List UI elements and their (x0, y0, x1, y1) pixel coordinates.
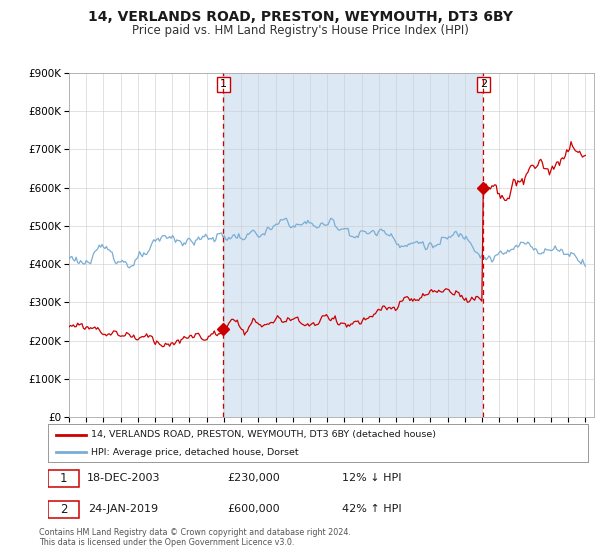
Text: £230,000: £230,000 (227, 473, 280, 483)
Text: This data is licensed under the Open Government Licence v3.0.: This data is licensed under the Open Gov… (39, 538, 295, 547)
Text: 14, VERLANDS ROAD, PRESTON, WEYMOUTH, DT3 6BY (detached house): 14, VERLANDS ROAD, PRESTON, WEYMOUTH, DT… (91, 430, 436, 439)
Text: 1: 1 (220, 80, 227, 89)
Text: 42% ↑ HPI: 42% ↑ HPI (342, 505, 402, 515)
Text: 12% ↓ HPI: 12% ↓ HPI (342, 473, 402, 483)
FancyBboxPatch shape (48, 470, 79, 487)
Text: HPI: Average price, detached house, Dorset: HPI: Average price, detached house, Dors… (91, 448, 299, 457)
Bar (223, 73, 484, 417)
Text: 1: 1 (60, 472, 67, 485)
Text: Price paid vs. HM Land Registry's House Price Index (HPI): Price paid vs. HM Land Registry's House … (131, 24, 469, 36)
FancyBboxPatch shape (48, 501, 79, 518)
Text: 24-JAN-2019: 24-JAN-2019 (89, 505, 158, 515)
Text: 2: 2 (480, 80, 487, 89)
Text: 14, VERLANDS ROAD, PRESTON, WEYMOUTH, DT3 6BY: 14, VERLANDS ROAD, PRESTON, WEYMOUTH, DT… (88, 10, 512, 24)
Text: £600,000: £600,000 (227, 505, 280, 515)
Text: Contains HM Land Registry data © Crown copyright and database right 2024.: Contains HM Land Registry data © Crown c… (39, 528, 351, 536)
Text: 2: 2 (60, 503, 67, 516)
Text: 18-DEC-2003: 18-DEC-2003 (87, 473, 160, 483)
